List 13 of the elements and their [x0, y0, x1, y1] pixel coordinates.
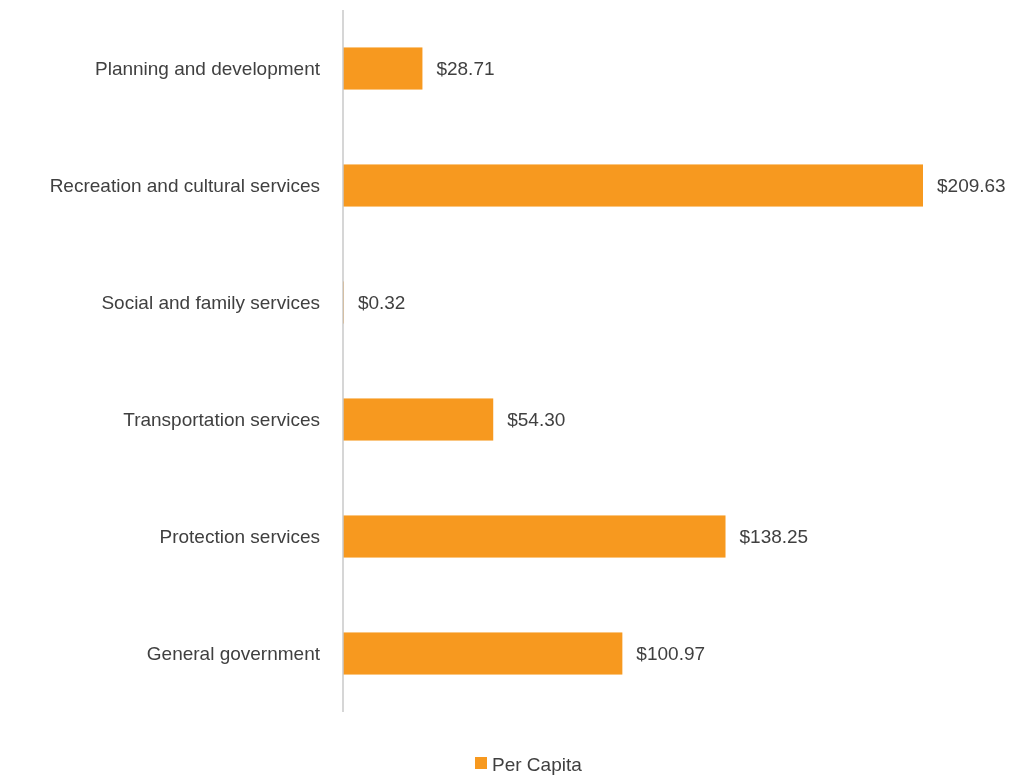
y-tick-label: Planning and development: [94, 58, 321, 80]
y-tick-label: General government: [146, 643, 321, 665]
y-tick-label: Transportation services: [123, 409, 320, 431]
y-tick-label: Social and family services: [101, 292, 320, 314]
data-label: $209.63: [937, 175, 1006, 197]
data-label: $0.32: [357, 292, 406, 314]
y-tick-label: Protection services: [159, 526, 320, 548]
legend-label: Per Capita: [492, 753, 583, 775]
data-label: $138.25: [739, 526, 809, 548]
y-tick-label: Recreation and cultural services: [49, 175, 320, 197]
data-label: $100.97: [636, 643, 706, 665]
data-label: $28.71: [436, 58, 495, 80]
data-label: $54.30: [507, 409, 566, 431]
